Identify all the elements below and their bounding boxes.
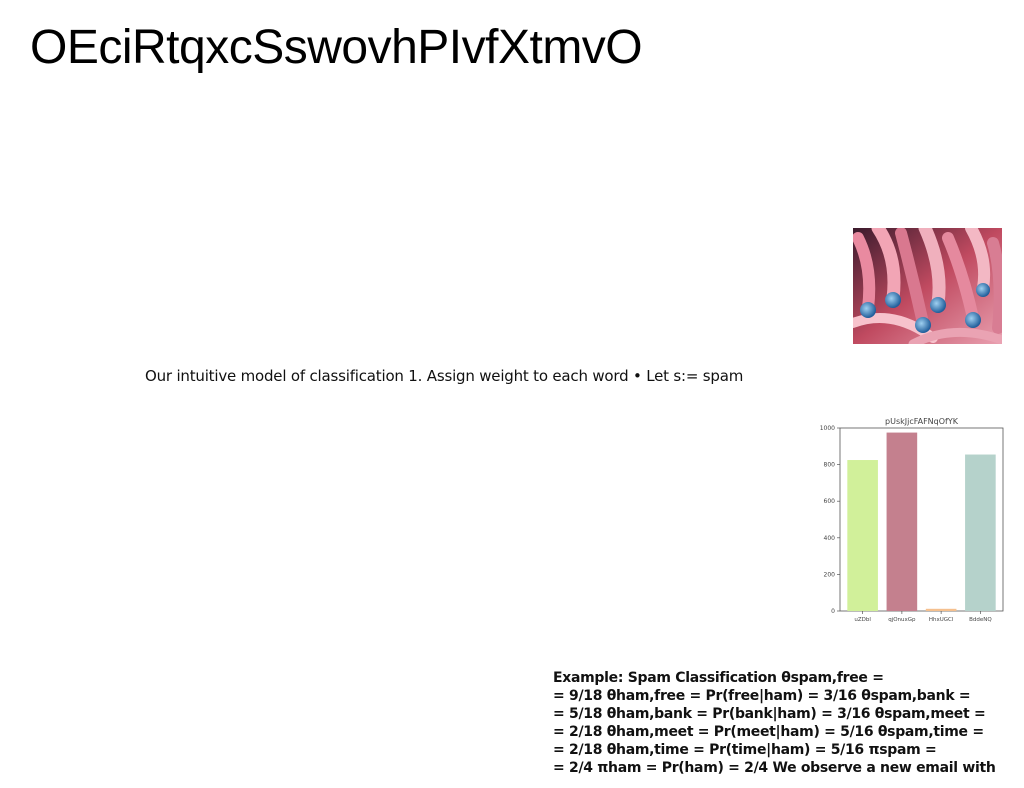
example-line: = 2/18 θham,meet = Pr(meet|ham) = 5/16 θ… bbox=[553, 723, 1021, 741]
example-line: = 2/4 πham = Pr(ham) = 2/4 We observe a … bbox=[553, 759, 1021, 777]
coral-photo bbox=[853, 228, 1002, 344]
slide-subtitle: Our intuitive model of classification 1.… bbox=[145, 367, 743, 385]
y-tick-label: 1000 bbox=[820, 425, 835, 432]
y-tick-label: 0 bbox=[831, 608, 835, 615]
example-line: = 2/18 θham,time = Pr(time|ham) = 5/16 π… bbox=[553, 741, 1021, 759]
y-tick-label: 600 bbox=[824, 498, 836, 505]
slide-title: OEciRtqxcSswovhPIvfXtmvO bbox=[30, 20, 642, 75]
example-line: = 5/18 θham,bank = Pr(bank|ham) = 3/16 θ… bbox=[553, 705, 1021, 723]
example-line: Example: Spam Classification θspam,free … bbox=[553, 669, 1021, 687]
bar bbox=[926, 609, 957, 611]
y-tick-label: 200 bbox=[824, 571, 836, 578]
bar bbox=[847, 460, 878, 611]
chart-title: pUskJjcFAFNqOfYK bbox=[885, 417, 959, 426]
x-tick-label: uZDbl bbox=[854, 617, 871, 623]
y-tick-label: 800 bbox=[824, 462, 836, 469]
bar bbox=[965, 455, 996, 611]
coral-image bbox=[853, 228, 1002, 344]
example-line: = 9/18 θham,free = Pr(free|ham) = 3/16 θ… bbox=[553, 687, 1021, 705]
bar bbox=[887, 433, 918, 611]
bar-chart-svg: pUskJjcFAFNqOfYK 0 200 400 600 800 1000 uZDbl qj… bbox=[818, 414, 1008, 626]
x-tick-label: qjOnuxGp bbox=[888, 617, 916, 623]
bar-chart: pUskJjcFAFNqOfYK 0 200 400 600 800 1000 uZDbl qj… bbox=[818, 414, 1008, 626]
y-tick-label: 400 bbox=[824, 535, 836, 542]
example-text-block: Example: Spam Classification θspam,free … bbox=[553, 669, 1021, 777]
x-tick-label: BddeNQ bbox=[969, 617, 992, 623]
x-tick-label: HhxUGCl bbox=[929, 617, 954, 623]
